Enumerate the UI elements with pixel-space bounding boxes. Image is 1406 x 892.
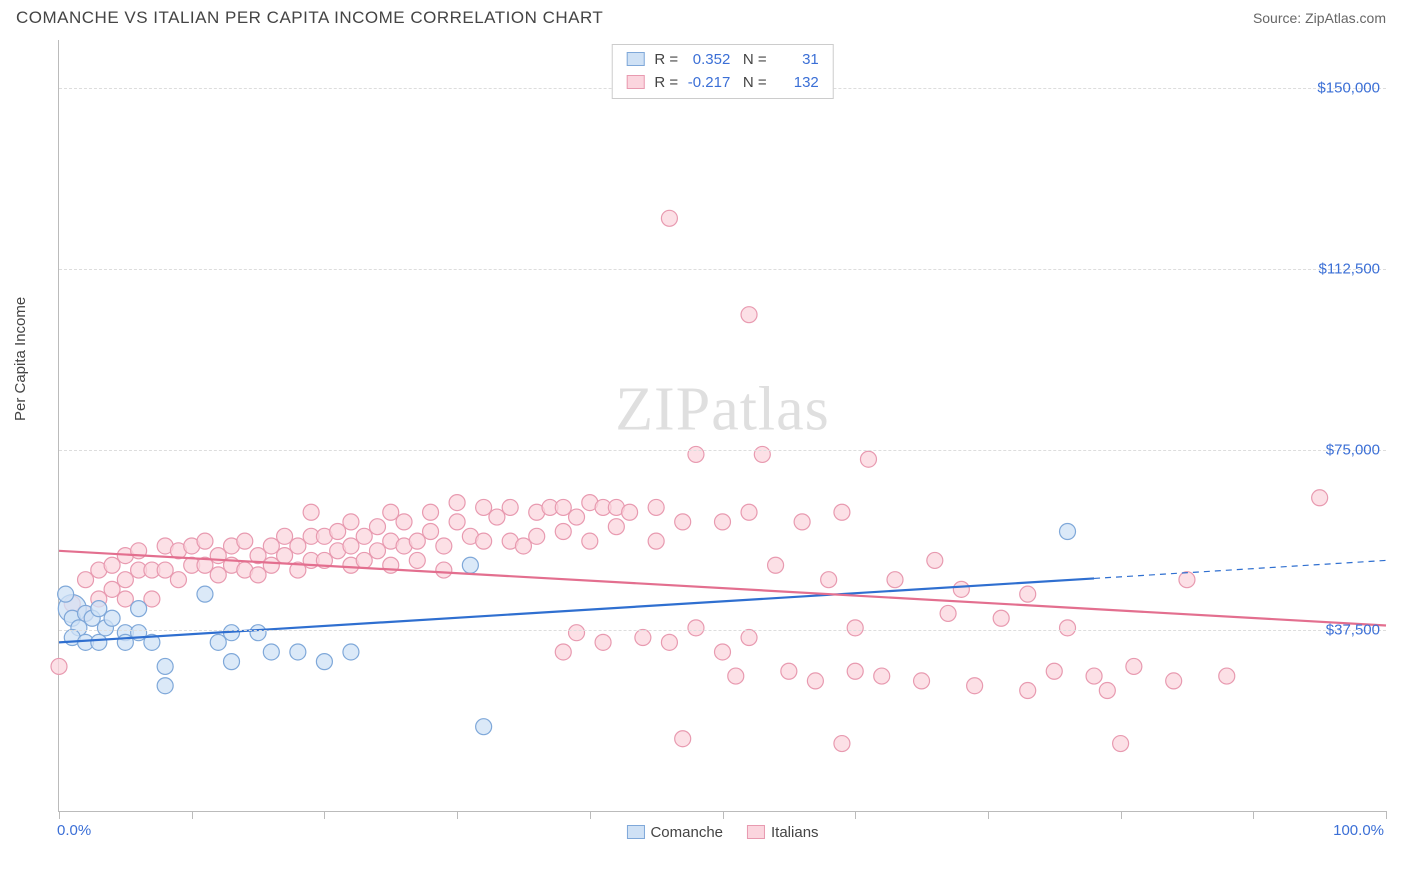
r-value-italians: -0.217 (682, 72, 730, 95)
swatch-comanche-icon (626, 825, 644, 839)
y-axis-label: Per Capita Income (12, 297, 29, 421)
x-tick (1253, 811, 1254, 819)
y-tick-label: $75,000 (1326, 441, 1380, 458)
swatch-italians (626, 75, 644, 89)
legend-label-comanche: Comanche (650, 824, 723, 841)
y-tick-label: $112,500 (1319, 260, 1380, 277)
n-value-italians: 132 (771, 72, 819, 95)
plot-area: R = 0.352 N = 31 R = -0.217 N = 132 ZIPa… (58, 40, 1386, 812)
x-tick (855, 811, 856, 819)
x-tick (723, 811, 724, 819)
n-value-comanche: 31 (771, 49, 819, 72)
gridline (59, 269, 1386, 270)
source-attribution: Source: ZipAtlas.com (1253, 10, 1386, 26)
x-min-label: 0.0% (57, 822, 91, 839)
stats-row-comanche: R = 0.352 N = 31 (626, 49, 819, 72)
x-tick (1121, 811, 1122, 819)
chart-title: COMANCHE VS ITALIAN PER CAPITA INCOME CO… (16, 8, 603, 28)
stats-row-italians: R = -0.217 N = 132 (626, 72, 819, 95)
chart-header: COMANCHE VS ITALIAN PER CAPITA INCOME CO… (0, 0, 1406, 34)
legend-item-comanche: Comanche (626, 824, 723, 841)
x-tick (1386, 811, 1387, 819)
swatch-comanche (626, 52, 644, 66)
gridline (59, 630, 1386, 631)
chart-container: Per Capita Income R = 0.352 N = 31 R = -… (16, 40, 1386, 862)
trend-line-layer (59, 40, 1386, 811)
stats-legend-box: R = 0.352 N = 31 R = -0.217 N = 132 (611, 44, 834, 99)
y-tick-label: $150,000 (1317, 80, 1380, 97)
y-tick-label: $37,500 (1326, 622, 1380, 639)
x-tick (457, 811, 458, 819)
x-max-label: 100.0% (1333, 822, 1384, 839)
gridline (59, 450, 1386, 451)
legend-item-italians: Italians (747, 824, 819, 841)
x-tick (988, 811, 989, 819)
x-tick (590, 811, 591, 819)
legend-label-italians: Italians (771, 824, 819, 841)
swatch-italians-icon (747, 825, 765, 839)
series-legend: Comanche Italians (626, 824, 818, 841)
source-prefix: Source: (1253, 10, 1305, 26)
x-tick (59, 811, 60, 819)
trend-line-dashed-comanche (1094, 560, 1386, 578)
trend-line-comanche (59, 578, 1094, 642)
source-name: ZipAtlas.com (1305, 10, 1386, 26)
trend-line-italians (59, 551, 1386, 626)
x-tick (192, 811, 193, 819)
r-value-comanche: 0.352 (682, 49, 730, 72)
x-tick (324, 811, 325, 819)
